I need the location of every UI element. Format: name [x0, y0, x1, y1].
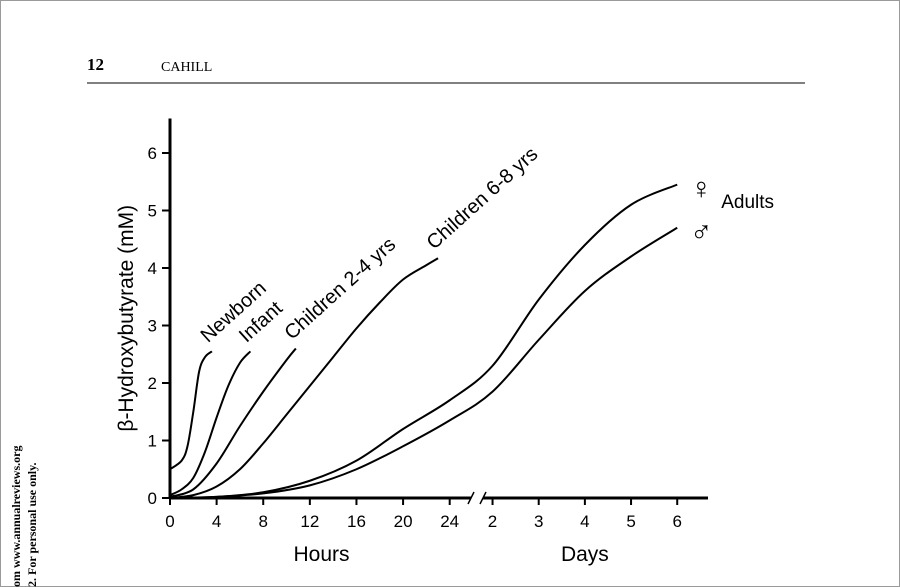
- x-tick-label: 2: [488, 512, 497, 531]
- x-tick-label: 5: [626, 512, 635, 531]
- y-tick-label: 1: [148, 432, 157, 451]
- x-tick-label: 24: [440, 512, 459, 531]
- x-tick-label: 8: [258, 512, 267, 531]
- x-tick-label: 3: [534, 512, 543, 531]
- x-tick-label: 0: [165, 512, 174, 531]
- sex-symbol: ♀: [690, 173, 713, 206]
- x-tick-label: 16: [347, 512, 366, 531]
- x-tick-label: 20: [394, 512, 413, 531]
- data-line: [169, 257, 439, 499]
- x-tick-label: 12: [300, 512, 319, 531]
- x-tick-label: 4: [580, 512, 589, 531]
- y-tick-label: 6: [148, 144, 157, 163]
- data-line: [169, 350, 213, 471]
- x-axis-label: Hours: [293, 543, 349, 566]
- y-tick-label: 4: [148, 259, 157, 278]
- sex-symbol: ♂: [690, 216, 713, 249]
- side-note: 2. For personal use only.: [25, 463, 39, 587]
- x-tick-label: 6: [672, 512, 681, 531]
- y-axis-label: β-Hydroxybutyrate (mM): [115, 205, 138, 432]
- y-tick-label: 2: [148, 374, 157, 393]
- group-label: Adults: [721, 192, 774, 213]
- axis-break: [479, 491, 487, 505]
- running-head: CAHILL: [161, 60, 212, 75]
- data-line: [169, 350, 252, 497]
- axis-break: [467, 491, 475, 505]
- y-tick-label: 0: [148, 489, 157, 508]
- x-tick-label: 4: [212, 512, 221, 531]
- page-number: 12: [87, 55, 104, 74]
- x-axis-label: Days: [561, 543, 609, 566]
- y-tick-label: 3: [148, 317, 157, 336]
- side-note: om www.annualreviews.org: [9, 446, 23, 587]
- data-line: [169, 183, 678, 499]
- data-line: [169, 226, 678, 499]
- y-tick-label: 5: [148, 202, 157, 221]
- data-line: [169, 347, 297, 498]
